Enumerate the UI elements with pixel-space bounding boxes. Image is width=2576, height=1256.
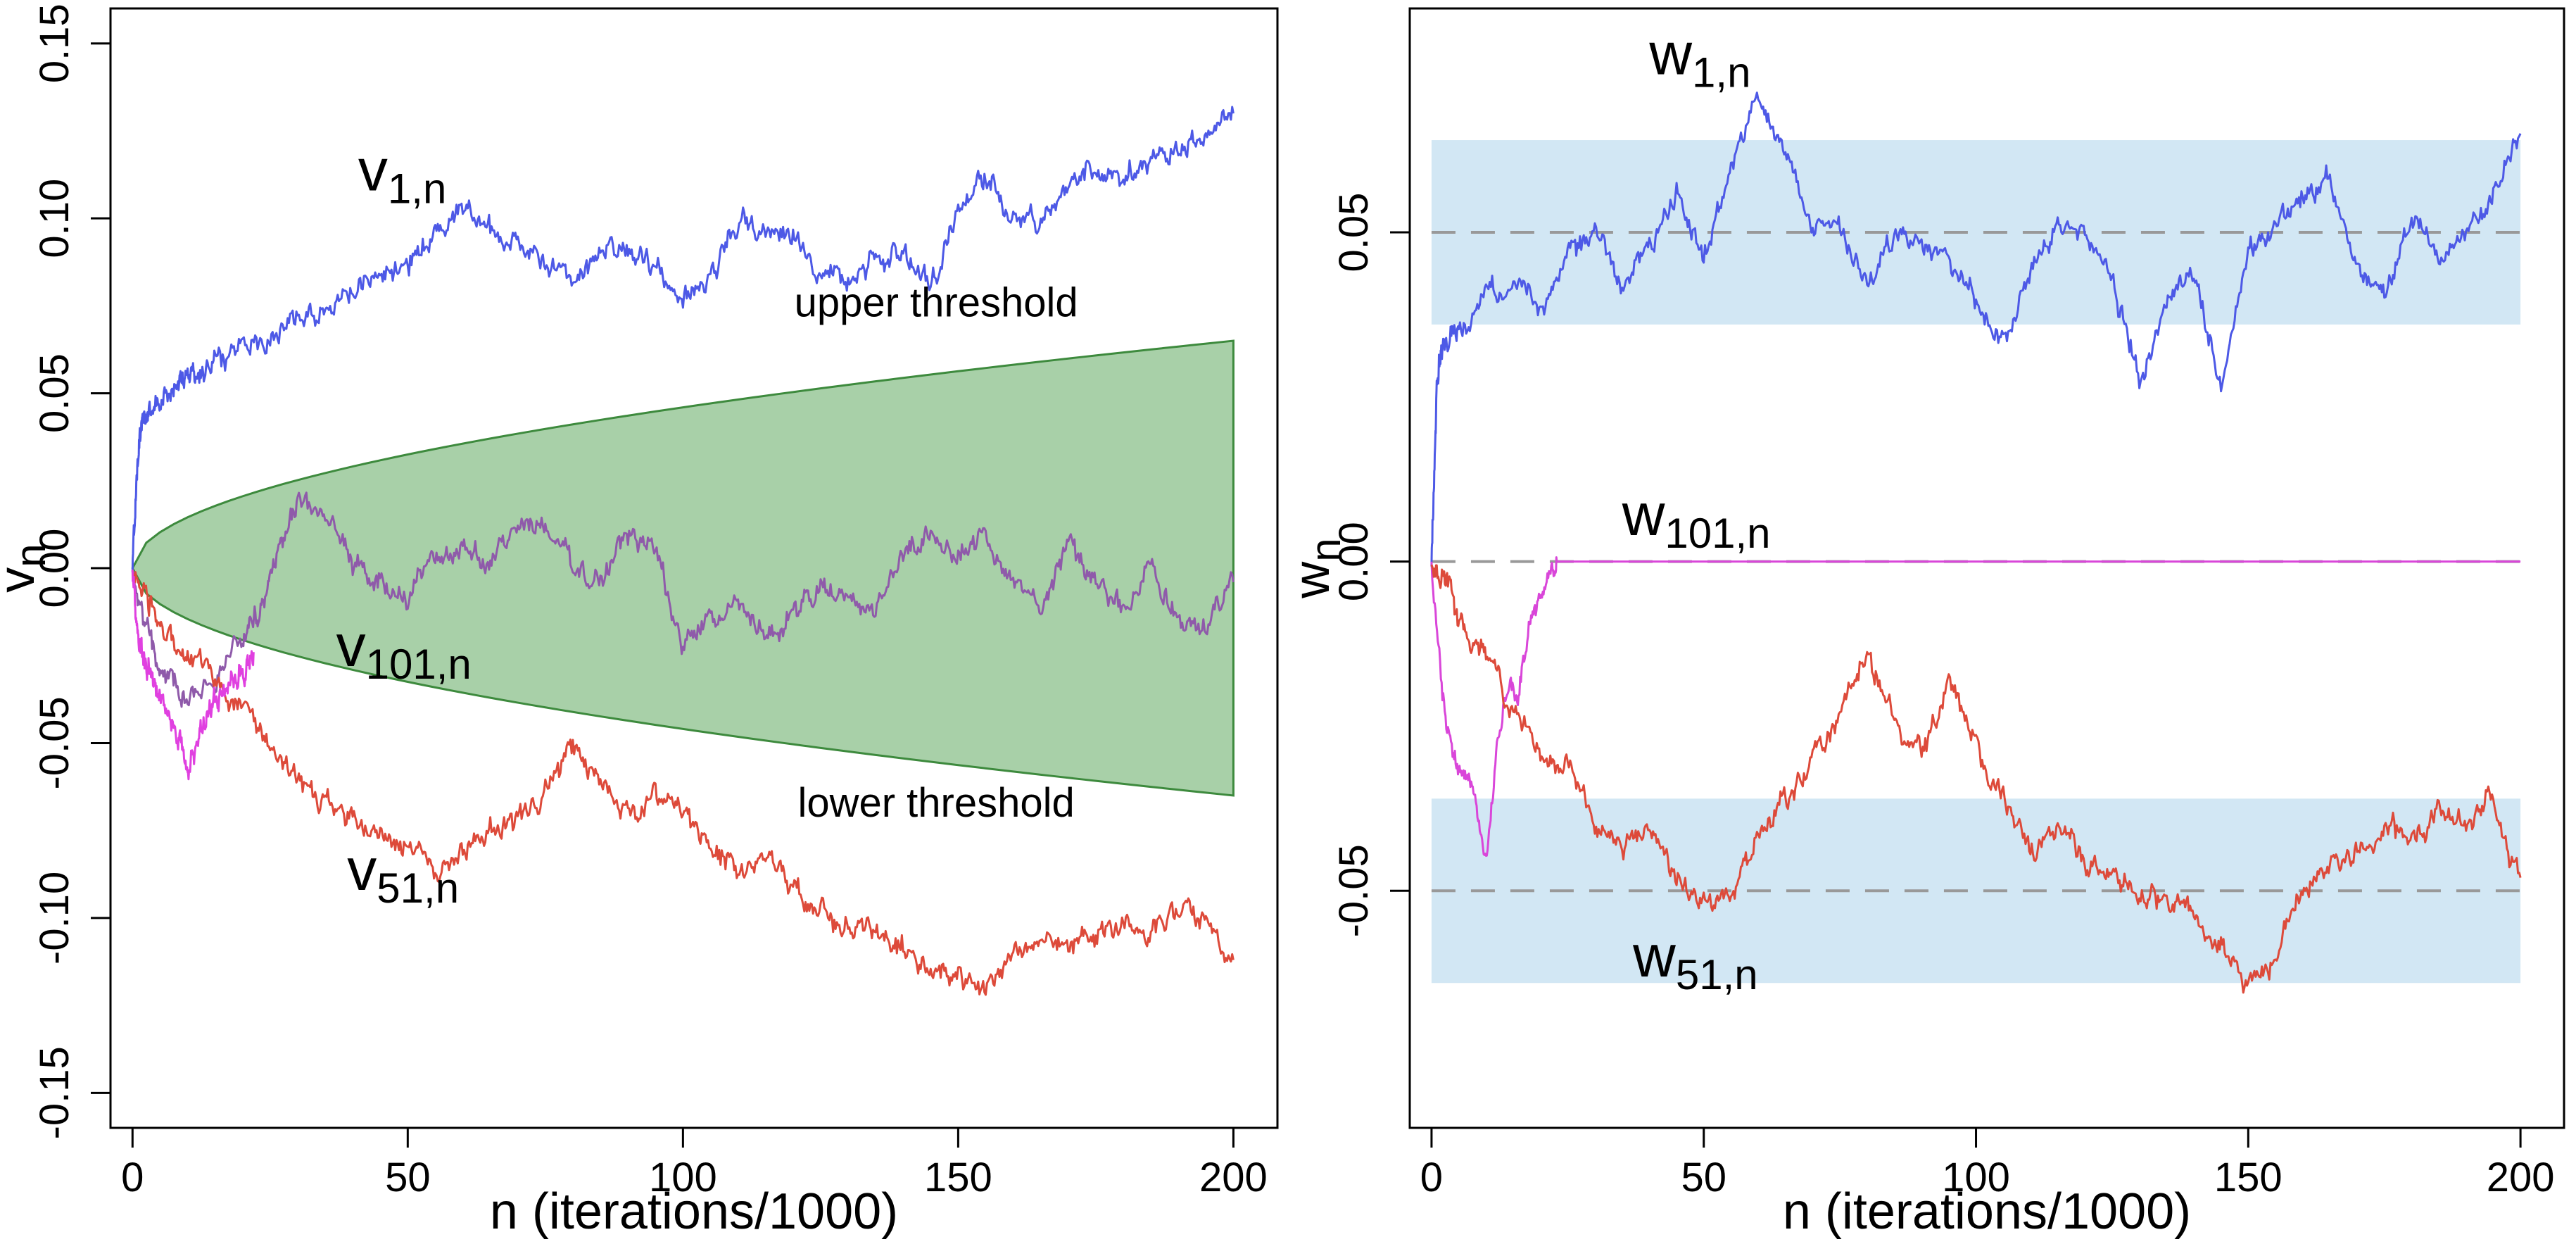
x-tick-label: 200 [1199, 1155, 1268, 1200]
y-axis-title: vn [0, 544, 54, 592]
series-line [131, 570, 255, 781]
y-axis-title-main: v [0, 567, 45, 593]
y-tick-label: -0.05 [32, 696, 77, 789]
y-tick-label: 0.00 [1331, 522, 1377, 601]
x-tick-label: 150 [924, 1155, 992, 1200]
plot-frame [1408, 7, 2565, 1129]
series-label-main: v [336, 613, 366, 679]
series-line [131, 570, 1235, 996]
series-label-main: w [1648, 21, 1692, 87]
svg-text:wn: wn [1284, 538, 1349, 598]
y-tick-label: 0.05 [1331, 193, 1377, 272]
series-group [131, 106, 1235, 996]
series-label-sub: 51,n [377, 865, 459, 912]
right-panel: 0 50 100 150 200 -0.050.000.05 w1,nw101,nw51… [1284, 7, 2565, 1240]
y-axis-title-main: w [1284, 561, 1340, 599]
x-tick-label: 50 [1681, 1155, 1726, 1200]
y-tick-label: 0.10 [32, 179, 77, 258]
threshold-annotation: lower threshold [797, 780, 1074, 826]
series-line [131, 106, 1235, 572]
series-label-main: w [1622, 482, 1665, 548]
x-tick-label: 100 [1942, 1155, 2010, 1200]
series-label-main: v [358, 137, 388, 203]
series-label-sub: 51,n [1676, 951, 1758, 998]
series-label: w1,n [1648, 21, 1750, 96]
series-label-main: w [1632, 923, 1676, 989]
threshold-annotation: upper threshold [795, 280, 1078, 325]
y-axis: -0.05 0.00 0.05 [1331, 193, 1410, 937]
x-tick-label: 0 [121, 1155, 144, 1200]
x-tick-label: 100 [649, 1155, 717, 1200]
series-label: w101,n [1622, 482, 1771, 557]
y-axis-title: wn [1284, 538, 1349, 598]
y-tick-label: 0.05 [32, 353, 77, 433]
y-tick-label: -0.05 [1331, 844, 1377, 937]
x-axis-title: n (iterations/1000) [490, 1183, 898, 1240]
x-tick-label: 0 [1420, 1155, 1443, 1200]
series-line [1430, 92, 2522, 567]
y-axis-title-sub: n [1302, 538, 1349, 561]
series-group [1430, 92, 2522, 994]
y-tick-label: 0.15 [32, 4, 77, 83]
series-label: w51,n [1632, 923, 1757, 998]
left-panel: 0 50 100 150 200 -0.15 -0.10 -0.05 0.00 0.05 0.10… [0, 4, 1279, 1240]
series-label: v1,n [358, 137, 446, 212]
y-tick-label: -0.15 [32, 1046, 77, 1139]
x-tick-label: 50 [385, 1155, 431, 1200]
threshold-band-group [131, 339, 1235, 797]
threshold-band [131, 339, 1235, 797]
series-label-sub: 1,n [388, 165, 446, 212]
x-tick-label: 150 [2214, 1155, 2283, 1200]
annotations: upper threshold lower threshold [795, 280, 1078, 826]
series-label: v51,n [347, 836, 459, 912]
x-axis-title: n (iterations/1000) [1783, 1183, 2191, 1240]
series-label-sub: 101,n [1665, 510, 1770, 557]
series-label-main: v [347, 836, 377, 903]
x-axis: 0 50 100 150 200 [121, 1128, 1268, 1200]
series-label: v101,n [336, 613, 472, 688]
y-tick-label: -0.10 [32, 872, 77, 965]
y-axis-title-sub: n [7, 544, 54, 567]
y-axis: -0.15 -0.10 -0.05 0.00 0.05 0.10 0.15 [32, 4, 111, 1139]
series-label-sub: 1,n [1692, 49, 1750, 96]
series-line [1430, 564, 2522, 994]
series-line [1430, 556, 2521, 857]
svg-text:vn: vn [0, 544, 54, 592]
x-tick-label: 200 [2487, 1155, 2555, 1200]
series-line [132, 491, 1235, 708]
series-label-sub: 101,n [366, 641, 472, 688]
x-axis: 0 50 100 150 200 [1420, 1128, 2555, 1200]
y-tick-label: 0.00 [32, 529, 77, 608]
